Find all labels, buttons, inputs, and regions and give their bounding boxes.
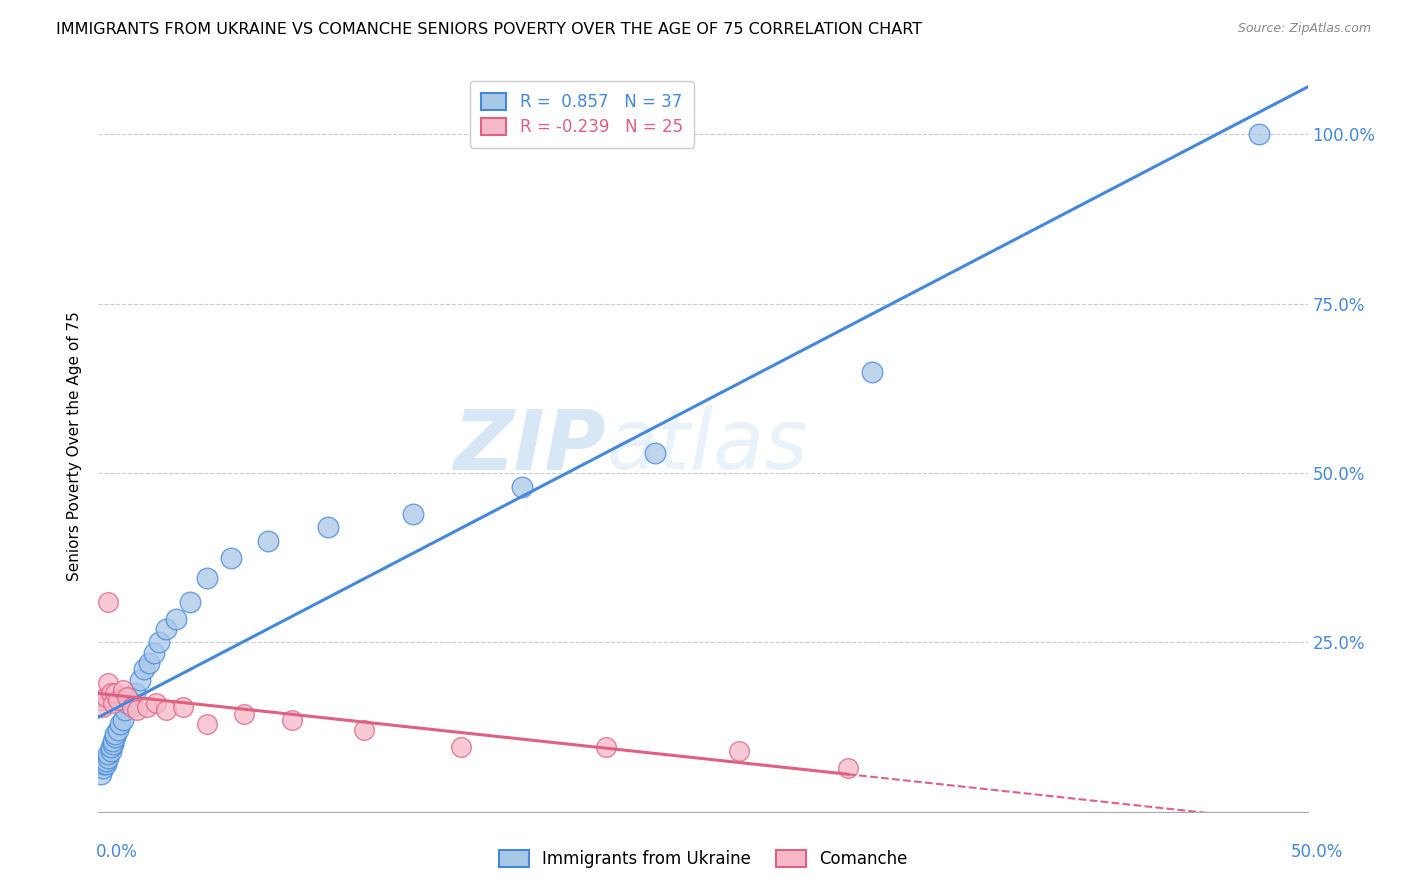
Point	[111, 714, 134, 728]
Point	[221, 550, 243, 565]
Text: atlas: atlas	[606, 406, 808, 486]
Point	[1249, 128, 1271, 142]
Point	[179, 595, 201, 609]
Point	[94, 757, 117, 772]
Point	[135, 699, 157, 714]
Point	[124, 686, 146, 700]
Point	[860, 364, 883, 378]
Point	[281, 714, 304, 728]
Point	[97, 595, 120, 609]
Point	[118, 693, 141, 707]
Point	[100, 686, 122, 700]
Point	[101, 737, 124, 751]
Legend: Immigrants from Ukraine, Comanche: Immigrants from Ukraine, Comanche	[492, 843, 914, 875]
Point	[644, 446, 666, 460]
Point	[104, 730, 127, 744]
Point	[256, 533, 278, 548]
Point	[145, 697, 167, 711]
Point	[117, 697, 139, 711]
Point	[117, 690, 139, 704]
Point	[90, 767, 112, 781]
Point	[91, 761, 114, 775]
Point	[595, 740, 617, 755]
Text: 0.0%: 0.0%	[96, 843, 138, 861]
Point	[728, 744, 751, 758]
Point	[450, 740, 472, 755]
Point	[172, 699, 194, 714]
Y-axis label: Seniors Poverty Over the Age of 75: Seniors Poverty Over the Age of 75	[67, 311, 83, 581]
Legend: R =  0.857   N = 37, R = -0.239   N = 25: R = 0.857 N = 37, R = -0.239 N = 25	[470, 81, 695, 148]
Point	[91, 699, 114, 714]
Point	[94, 690, 117, 704]
Point	[165, 612, 187, 626]
Text: Source: ZipAtlas.com: Source: ZipAtlas.com	[1237, 22, 1371, 36]
Point	[155, 703, 177, 717]
Point	[195, 571, 218, 585]
Point	[127, 703, 149, 717]
Point	[510, 480, 533, 494]
Point	[107, 723, 129, 738]
Point	[100, 740, 122, 755]
Point	[121, 699, 143, 714]
Text: 50.0%: 50.0%	[1291, 843, 1343, 861]
Point	[94, 754, 117, 768]
Point	[316, 520, 339, 534]
Text: ZIP: ZIP	[454, 406, 606, 486]
Point	[97, 750, 120, 764]
Point	[232, 706, 254, 721]
Point	[104, 727, 127, 741]
Point	[128, 673, 150, 687]
Point	[100, 744, 122, 758]
Point	[353, 723, 375, 738]
Point	[104, 686, 127, 700]
Point	[91, 757, 114, 772]
Point	[107, 693, 129, 707]
Point	[97, 747, 120, 761]
Point	[134, 663, 156, 677]
Point	[155, 622, 177, 636]
Point	[138, 656, 160, 670]
Point	[402, 507, 425, 521]
Point	[90, 693, 112, 707]
Point	[111, 682, 134, 697]
Point	[143, 646, 166, 660]
Point	[101, 697, 124, 711]
Point	[195, 716, 218, 731]
Point	[148, 635, 170, 649]
Point	[108, 716, 131, 731]
Text: IMMIGRANTS FROM UKRAINE VS COMANCHE SENIORS POVERTY OVER THE AGE OF 75 CORRELATI: IMMIGRANTS FROM UKRAINE VS COMANCHE SENI…	[56, 22, 922, 37]
Point	[114, 703, 136, 717]
Point	[101, 733, 124, 747]
Point	[837, 761, 859, 775]
Point	[97, 676, 120, 690]
